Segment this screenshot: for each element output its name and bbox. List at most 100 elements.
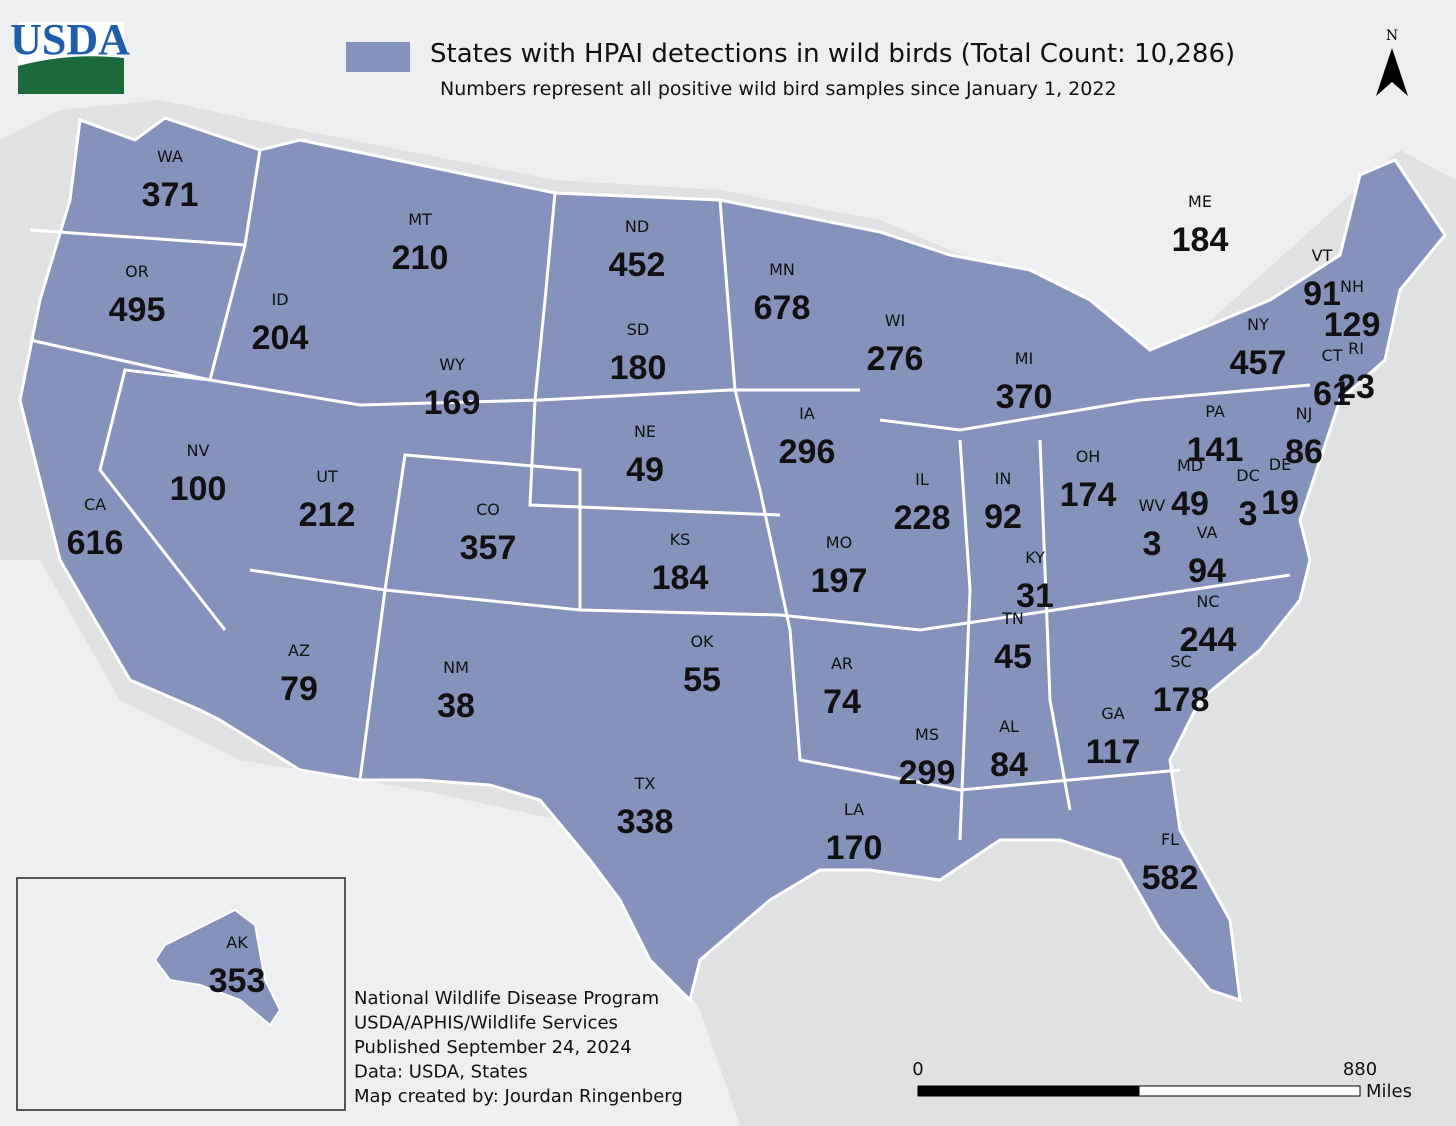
state-count: 49 bbox=[1171, 485, 1209, 523]
state-count: 38 bbox=[437, 687, 475, 725]
scale-bar-black bbox=[917, 1085, 1140, 1097]
state-abbr: SD bbox=[627, 320, 649, 339]
state-count: 84 bbox=[990, 746, 1028, 784]
state-count: 91 bbox=[1303, 275, 1341, 313]
state-abbr: NH bbox=[1340, 277, 1364, 296]
state-count: 86 bbox=[1285, 433, 1323, 471]
north-label: N bbox=[1386, 28, 1398, 44]
state-count: 129 bbox=[1324, 306, 1381, 344]
state-count: 338 bbox=[617, 803, 674, 841]
state-count: 276 bbox=[867, 340, 924, 378]
state-abbr: MD bbox=[1177, 456, 1203, 475]
state-abbr: IA bbox=[799, 404, 815, 423]
state-count: 170 bbox=[826, 829, 883, 867]
state-abbr: AZ bbox=[288, 641, 310, 660]
border bbox=[29, 228, 246, 247]
logo-text: USDA bbox=[10, 15, 130, 64]
state-abbr: WI bbox=[885, 311, 906, 330]
scale-bar-white bbox=[1138, 1085, 1361, 1097]
state-count: 169 bbox=[424, 384, 481, 422]
state-count: 174 bbox=[1060, 476, 1117, 514]
state-abbr: ID bbox=[271, 290, 288, 309]
scale-end: 880 bbox=[1343, 1059, 1377, 1080]
state-abbr: AK bbox=[226, 933, 248, 952]
state-abbr: VA bbox=[1197, 523, 1218, 542]
border bbox=[958, 439, 972, 841]
state-count: 244 bbox=[1180, 621, 1237, 659]
state-abbr: DE bbox=[1269, 455, 1291, 474]
state-count: 180 bbox=[610, 349, 667, 387]
logo-swoosh bbox=[18, 56, 124, 94]
state-abbr: NV bbox=[187, 441, 210, 460]
state-count: 117 bbox=[1086, 733, 1141, 771]
state-count: 228 bbox=[894, 499, 951, 537]
state-abbr: FL bbox=[1161, 830, 1179, 849]
state-count: 370 bbox=[996, 378, 1053, 416]
credits: National Wildlife Disease Program USDA/AP… bbox=[354, 988, 683, 1107]
state-labels: WA 371 OR 495 ID 204 MT 210 ND 452 MN 678 WI 276 MI 370… bbox=[67, 147, 1381, 1000]
state-abbr: PA bbox=[1205, 402, 1225, 421]
state-abbr: NY bbox=[1247, 315, 1269, 334]
state-abbr: ND bbox=[625, 217, 649, 236]
state-count: 45 bbox=[994, 638, 1032, 676]
state-abbr: TX bbox=[634, 774, 656, 793]
state-abbr: AL bbox=[999, 717, 1019, 736]
state-abbr: AR bbox=[831, 654, 853, 673]
state-count: 184 bbox=[652, 559, 709, 597]
state-count: 94 bbox=[1188, 552, 1226, 590]
state-count: 3 bbox=[1239, 495, 1258, 533]
state-abbr: KS bbox=[670, 530, 691, 549]
state-count: 371 bbox=[142, 176, 199, 214]
state-abbr: ME bbox=[1188, 192, 1212, 211]
scale-start: 0 bbox=[912, 1059, 923, 1080]
state-abbr: OK bbox=[690, 632, 714, 651]
credit-line: Data: USDA, States bbox=[354, 1062, 528, 1083]
state-abbr: VT bbox=[1312, 246, 1333, 265]
state-count: 100 bbox=[170, 470, 227, 508]
title: States with HPAI detections in wild bird… bbox=[430, 39, 1235, 69]
north-arrow bbox=[1376, 48, 1408, 96]
state-count: 353 bbox=[209, 962, 266, 1000]
state-abbr: MO bbox=[826, 533, 852, 552]
credit-line: National Wildlife Disease Program bbox=[354, 988, 659, 1009]
state-count: 184 bbox=[1172, 221, 1229, 259]
state-abbr: NJ bbox=[1296, 404, 1313, 423]
legend-swatch bbox=[346, 42, 410, 72]
state-abbr: RI bbox=[1348, 339, 1364, 358]
state-abbr: CA bbox=[84, 495, 106, 514]
state-count: 582 bbox=[1142, 859, 1199, 897]
state-count: 178 bbox=[1153, 681, 1210, 719]
alaska-shape bbox=[153, 908, 282, 1027]
state-abbr: WY bbox=[439, 355, 465, 374]
credit-line: Map created by: Jourdan Ringenberg bbox=[354, 1086, 683, 1107]
state-abbr: WV bbox=[1139, 496, 1166, 515]
credit-line: USDA/APHIS/Wildlife Services bbox=[354, 1013, 618, 1034]
state-abbr: CT bbox=[1322, 346, 1343, 365]
state-count: 61 bbox=[1313, 375, 1351, 413]
state-borders bbox=[29, 149, 1311, 841]
state-count: 55 bbox=[683, 661, 721, 699]
state-abbr: DC bbox=[1236, 466, 1260, 485]
state-count: 452 bbox=[609, 246, 666, 284]
state-abbr: TN bbox=[1001, 609, 1024, 628]
state-abbr: OR bbox=[125, 262, 149, 281]
state-abbr: GA bbox=[1101, 704, 1124, 723]
state-count: 141 bbox=[1187, 431, 1244, 469]
border bbox=[249, 568, 1291, 632]
state-abbr: UT bbox=[316, 467, 338, 486]
state-count: 31 bbox=[1016, 577, 1054, 615]
state-count: 296 bbox=[779, 433, 836, 471]
state-abbr: IL bbox=[915, 470, 929, 489]
state-abbr: NM bbox=[443, 658, 469, 677]
state-count: 74 bbox=[823, 683, 861, 721]
state-count: 212 bbox=[299, 496, 356, 534]
state-abbr: MT bbox=[408, 210, 432, 229]
state-count: 495 bbox=[109, 291, 166, 329]
state-abbr: MN bbox=[769, 260, 795, 279]
state-count: 210 bbox=[392, 239, 449, 277]
state-abbr: WA bbox=[157, 147, 183, 166]
alaska-inset bbox=[16, 877, 346, 1111]
border bbox=[29, 338, 860, 407]
